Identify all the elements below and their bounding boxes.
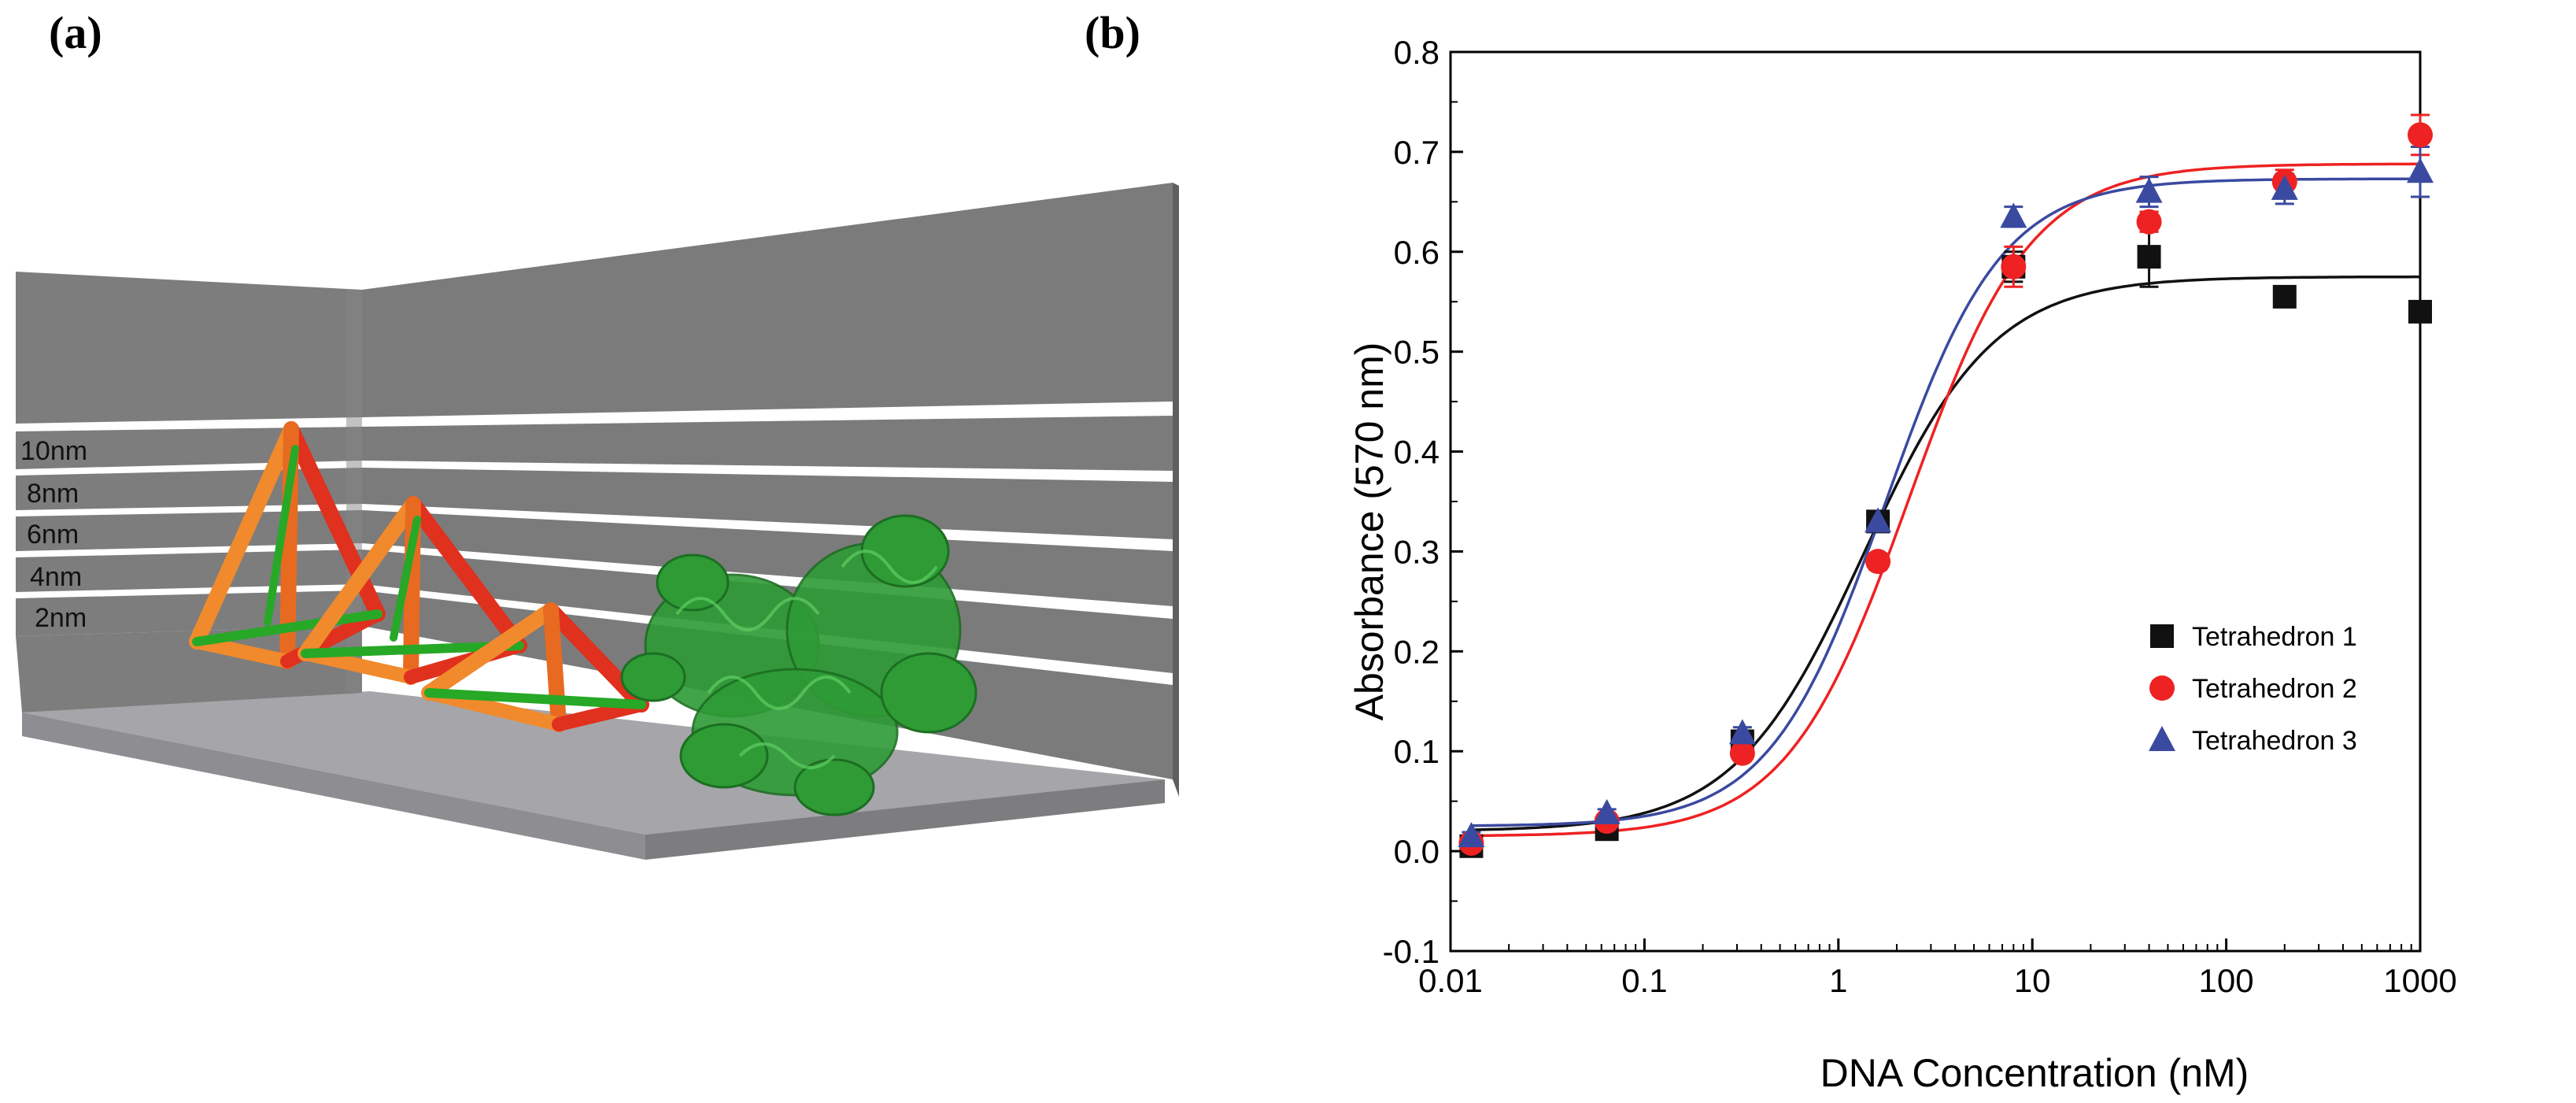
y-tick-label: 0.5 [1394, 334, 1440, 371]
legend-label: Tetrahedron 3 [2192, 726, 2357, 756]
scale-label-6nm: 6nm [27, 520, 79, 550]
legend-label: Tetrahedron 2 [2192, 674, 2357, 704]
data-point-tetrahedron-3 [1865, 507, 1892, 533]
legend-marker-tetrahedron-3 [2149, 726, 2175, 751]
x-tick-label: 0.01 [1418, 962, 1483, 999]
data-point-tetrahedron-1 [2272, 284, 2297, 309]
panel-a-label: (a) [49, 7, 102, 58]
y-tick-label: 0.8 [1394, 34, 1440, 71]
data-point-tetrahedron-2 [1865, 549, 1891, 575]
x-tick-label: 1000 [2383, 962, 2456, 999]
data-point-tetrahedron-3 [1728, 719, 1756, 745]
data-point-tetrahedron-3 [2000, 202, 2027, 228]
y-tick-label: -0.1 [1383, 933, 1440, 970]
legend-marker-tetrahedron-2 [2149, 675, 2175, 701]
y-tick-label: 0.3 [1394, 533, 1440, 570]
legend-label: Tetrahedron 1 [2192, 622, 2357, 652]
data-point-tetrahedron-3 [2135, 177, 2163, 203]
y-tick-label: 0.4 [1394, 434, 1440, 471]
x-tick-label: 100 [2199, 962, 2254, 999]
fit-curve-tetrahedron-2 [1471, 162, 2420, 838]
data-point-tetrahedron-2 [2136, 209, 2162, 235]
floor-edge-right [645, 779, 1165, 860]
data-point-tetrahedron-1 [2137, 245, 2161, 269]
floor-slab [22, 691, 1165, 835]
scale-label-10nm: 10nm [20, 436, 87, 466]
y-tick-label: 0.2 [1394, 633, 1440, 670]
y-tick-label: 0.1 [1394, 733, 1440, 770]
y-axis-title: Absorbance (570 nm) [1347, 342, 1391, 721]
scale-label-8nm: 8nm [27, 479, 79, 509]
data-point-tetrahedron-3 [2407, 157, 2434, 183]
panel-b-label: (b) [1085, 7, 1140, 58]
protein-detail [675, 550, 938, 769]
data-point-tetrahedron-2 [2001, 254, 2027, 279]
x-tick-label: 0.1 [1621, 962, 1667, 999]
legend-marker-tetrahedron-1 [2150, 624, 2174, 648]
scale-label-2nm: 2nm [35, 603, 87, 633]
tetrahedron-illustration: 10nm 8nm 6nm 4nm 2nm [16, 183, 1179, 860]
data-point-tetrahedron-3 [1458, 822, 1485, 848]
data-point-tetrahedron-1 [2408, 299, 2432, 324]
fit-curve-tetrahedron-3 [1471, 177, 2420, 827]
x-tick-label: 10 [2014, 962, 2051, 999]
y-tick-label: 0.0 [1394, 833, 1440, 870]
data-point-tetrahedron-3 [1593, 798, 1621, 824]
x-tick-label: 1 [1829, 962, 1847, 999]
scale-label-4nm: 4nm [30, 562, 82, 592]
data-point-tetrahedron-2 [2408, 122, 2433, 148]
y-tick-label: 0.7 [1394, 134, 1440, 171]
x-axis-title: DNA Concentration (nM) [1820, 1051, 2249, 1095]
floor-edge [22, 713, 645, 860]
data-point-tetrahedron-2 [1729, 740, 1755, 766]
y-tick-label: 0.6 [1394, 234, 1440, 271]
data-point-tetrahedron-3 [2271, 174, 2298, 200]
legend: Tetrahedron 1 Tetrahedron 2 Tetrahedron 3 [2149, 622, 2357, 756]
